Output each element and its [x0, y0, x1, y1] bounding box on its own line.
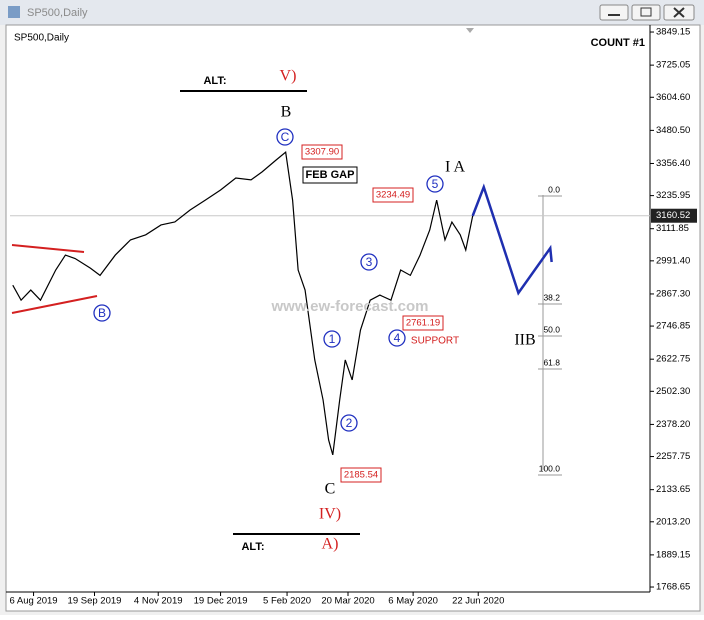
price-annotation: 3234.49: [376, 190, 410, 201]
wave-label: 5: [432, 177, 439, 191]
wave-circle: [426, 175, 444, 193]
y-tick-label: 2622.75: [656, 354, 690, 365]
title-bar: [0, 0, 704, 25]
fib-label: 38.2: [543, 292, 560, 302]
annotation: I A: [445, 159, 465, 176]
last-price-box: [651, 208, 697, 223]
y-tick-label: 2257.75: [656, 451, 690, 462]
x-tick-label: 20 Mar 2020: [321, 596, 374, 607]
wave-label: 4: [394, 331, 401, 345]
y-tick-label: 2378.20: [656, 419, 690, 430]
wave-label: C: [281, 130, 290, 144]
y-tick-label: 3356.40: [656, 158, 690, 169]
annotation: www.ew-forecast.com: [271, 298, 429, 315]
wave-circle: [93, 304, 111, 322]
y-tick-label: 3849.15: [656, 27, 690, 38]
x-tick-label: 19 Sep 2019: [68, 596, 122, 607]
price-box: [340, 467, 382, 483]
annotation: SUPPORT: [411, 336, 459, 347]
y-tick-label: 2867.30: [656, 288, 690, 299]
y-tick-label: 1768.65: [656, 582, 690, 593]
y-tick-label: 2991.40: [656, 255, 690, 266]
price-annotation: 2761.19: [406, 318, 440, 329]
annotation: A): [322, 536, 339, 553]
app-icon: [8, 6, 20, 18]
y-tick-label: 2133.65: [656, 484, 690, 495]
window-title: SP500,Daily: [27, 7, 88, 19]
minimize-button[interactable]: [599, 4, 629, 21]
y-tick-label: 3725.05: [656, 60, 690, 71]
x-tick-label: 19 Dec 2019: [194, 596, 248, 607]
gap-box: [302, 166, 358, 184]
price-box: [301, 144, 343, 160]
price-annotation: 2185.54: [344, 470, 378, 481]
y-tick-label: 2502.30: [656, 386, 690, 397]
fib-label: 61.8: [543, 357, 560, 367]
fib-label: 0.0: [548, 184, 560, 194]
annotation: IIB: [514, 332, 535, 349]
y-tick-label: 3111.85: [656, 223, 689, 234]
projection-line: [471, 183, 553, 296]
wave-label: 1: [329, 332, 336, 346]
wave-circle: [276, 128, 294, 146]
x-tick-label: 4 Nov 2019: [134, 596, 183, 607]
price-line: [12, 150, 474, 456]
wave-label: B: [98, 306, 106, 320]
wave-circle: [323, 330, 341, 348]
annotation: IV): [319, 506, 341, 523]
wave-circle: [340, 414, 358, 432]
annotation: C: [325, 481, 336, 498]
last-price-label: 3160.52: [656, 210, 690, 221]
close-icon: [673, 7, 685, 18]
x-tick-label: 5 Feb 2020: [263, 596, 311, 607]
price-box: [402, 315, 444, 331]
annotation: V): [280, 68, 297, 85]
maximize-button[interactable]: [631, 4, 661, 21]
chart-area: [5, 24, 701, 612]
chart-title: SP500,Daily: [14, 33, 69, 44]
y-tick-label: 1889.15: [656, 549, 690, 560]
y-tick-label: 3235.95: [656, 190, 690, 201]
y-tick-label: 3604.60: [656, 92, 690, 103]
wave-label: 3: [366, 255, 373, 269]
wave-label: 2: [346, 416, 353, 430]
annotation: B: [281, 104, 292, 121]
scroll-marker: [466, 28, 474, 33]
x-tick-label: 22 Jun 2020: [452, 596, 504, 607]
annotation: ALT:: [241, 541, 264, 553]
x-tick-label: 6 Aug 2019: [10, 596, 58, 607]
triangle-trendlines: [11, 244, 98, 314]
maximize-icon: [640, 7, 652, 17]
wave-circle: [388, 329, 406, 347]
price-annotation: 3307.90: [305, 147, 339, 158]
annotation: ALT:: [203, 75, 226, 87]
count-label: COUNT #1: [591, 37, 645, 49]
fib-label: 100.0: [539, 463, 561, 473]
y-tick-label: 2013.20: [656, 516, 690, 527]
fib-label: 50.0: [543, 324, 560, 334]
wave-circle: [360, 253, 378, 271]
y-tick-label: 3480.50: [656, 125, 690, 136]
price-box: [372, 187, 414, 203]
x-tick-label: 6 May 2020: [388, 596, 438, 607]
gap-label: FEB GAP: [306, 169, 355, 181]
y-tick-label: 2746.85: [656, 321, 690, 332]
